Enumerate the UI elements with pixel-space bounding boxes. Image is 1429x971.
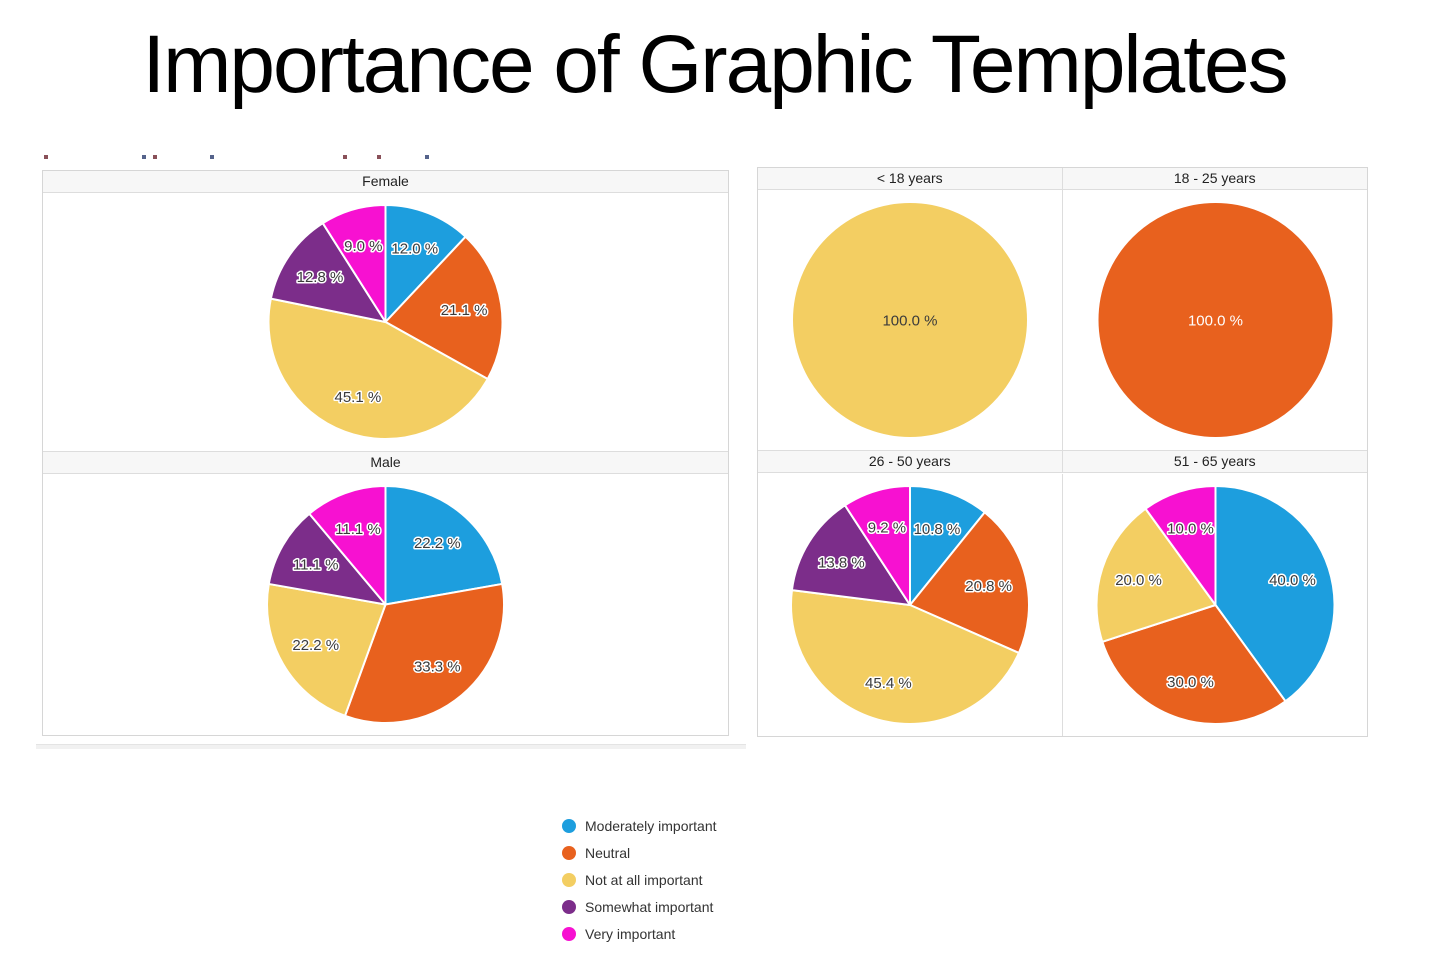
pie-slice: [843, 485, 911, 606]
legend-item-somewhat-important: Somewhat important: [562, 893, 717, 920]
clipped-text-artifact: [44, 155, 48, 159]
pie-slice-label: 40.0 %: [1269, 572, 1316, 589]
pie-slice: [321, 204, 387, 323]
pie-slice: [790, 589, 1020, 725]
gender-pies-panel: Female 12.0 % 21.1 % 45.1 % 12.8 % 9.0 % Mal…: [42, 170, 729, 736]
pie-header-male: Male: [43, 451, 728, 474]
pie-slice: [1100, 604, 1286, 725]
pie-slice-label: 9.2 %: [868, 520, 906, 537]
pie-slice-label: 10.8 %: [914, 521, 961, 538]
legend-label: Very important: [585, 925, 676, 942]
pie-header-female: Female: [43, 171, 728, 193]
pie-slice: [909, 485, 986, 606]
pie-slice: [343, 582, 505, 724]
legend-color-dot: [562, 926, 576, 941]
clipped-text-artifact: [142, 155, 146, 159]
pie-svg: 40.0 % 30.0 % 20.0 % 10.0 %: [1095, 485, 1335, 725]
pie-slice-label: 100.0 %: [882, 312, 937, 329]
pie-chart-26-50: 10.8 % 20.8 % 45.4 % 13.8 % 9.2 %: [758, 474, 1063, 736]
pie-slice-label: 20.8 %: [965, 578, 1012, 595]
pie-chart-18-25: 100.0 %: [1063, 190, 1368, 450]
pie-slice-label: 12.0 %: [391, 240, 438, 257]
pie-slice-label: 11.1 %: [293, 556, 339, 573]
pie-slice-label: 45.1 %: [334, 389, 381, 406]
pie-slice-label: 22.2 %: [292, 637, 339, 654]
age-pies-panel: < 18 years 18 - 25 years 100.0 % 100.0 %…: [757, 167, 1368, 737]
pie-chart-under-18: 100.0 %: [758, 190, 1063, 450]
legend-item-moderately-important: Moderately important: [562, 812, 717, 839]
pie-slice-label: 12.8 %: [297, 269, 344, 286]
pie-header-51-65: 51 - 65 years: [1062, 450, 1367, 473]
legend-color-dot: [562, 818, 576, 833]
clipped-text-artifact: [425, 155, 429, 159]
pie-slice: [308, 485, 387, 606]
legend-color-dot: [562, 899, 576, 914]
pie-slice: [1214, 485, 1335, 703]
legend-item-neutral: Neutral: [562, 839, 717, 866]
pie-slice: [267, 297, 489, 440]
legend-item-very-important: Very important: [562, 920, 717, 947]
legend-label: Somewhat important: [585, 898, 714, 915]
pie-header-18-25: 18 - 25 years: [1062, 168, 1367, 190]
pie-chart-51-65: 40.0 % 30.0 % 20.0 % 10.0 %: [1063, 474, 1368, 736]
pie-slice: [267, 512, 387, 606]
clipped-text-artifact: [153, 155, 157, 159]
clipped-text-artifacts: [0, 155, 760, 159]
pie-slice-label: 30.0 %: [1167, 674, 1214, 691]
chart-legend: Moderately important Neutral Not at all …: [562, 812, 717, 947]
pie-slice-label: 33.3 %: [414, 658, 461, 675]
pie-slice: [791, 201, 1029, 439]
page-title: Importance of Graphic Templates: [142, 19, 1288, 110]
pie-slice-label: 21.1 %: [441, 302, 488, 319]
pie-svg: 10.8 % 20.8 % 45.4 % 13.8 %9.2 %: [790, 485, 1030, 725]
pie-slice-label: 20.0 %: [1115, 572, 1162, 589]
pie-svg: 100.0 %: [1096, 201, 1334, 439]
divider-strip: [36, 744, 746, 749]
legend-label: Neutral: [585, 844, 631, 861]
pie-slice: [384, 235, 504, 381]
pie-slice-label: 22.2 %: [414, 535, 461, 552]
pie-slice: [384, 485, 504, 606]
pie-svg: 22.2 % 33.3 % 22.2 % 11.1 % 11.1 %: [266, 485, 505, 724]
pie-slice: [790, 504, 911, 606]
pie-slice: [1096, 201, 1334, 439]
pie-slice-label: 9.0 %: [344, 238, 382, 255]
legend-label: Moderately important: [585, 817, 717, 834]
clipped-text-artifact: [210, 155, 214, 159]
pie-slice-label: 10.0 %: [1167, 520, 1214, 537]
pie-slice-label: 13.8 %: [818, 554, 865, 571]
pie-slice: [266, 582, 387, 717]
legend-color-dot: [562, 872, 576, 887]
clipped-text-artifact: [377, 155, 381, 159]
pie-slice-label: 100.0 %: [1187, 312, 1242, 329]
pie-slice: [269, 222, 387, 323]
legend-color-dot: [562, 845, 576, 860]
pie-chart-male: 22.2 % 33.3 % 22.2 % 11.1 % 11.1 %: [43, 474, 728, 735]
pie-header-under-18: < 18 years: [758, 168, 1063, 190]
pie-slice: [384, 204, 467, 323]
pie-svg: 12.0 % 21.1 % 45.1 % 12.8 %9.0 %: [267, 204, 504, 440]
pie-slice: [1144, 485, 1216, 606]
pie-slice-label: 45.4 %: [865, 675, 912, 692]
legend-label: Not at all important: [585, 871, 703, 888]
pie-slice-label: 11.1 %: [335, 521, 381, 538]
pie-header-26-50: 26 - 50 years: [758, 450, 1063, 473]
pie-slice: [1095, 507, 1216, 643]
pie-svg: 100.0 %: [791, 201, 1029, 439]
legend-item-not-at-all-important: Not at all important: [562, 866, 717, 893]
clipped-text-artifact: [343, 155, 347, 159]
pie-chart-female: 12.0 % 21.1 % 45.1 % 12.8 % 9.0 %: [43, 193, 728, 451]
